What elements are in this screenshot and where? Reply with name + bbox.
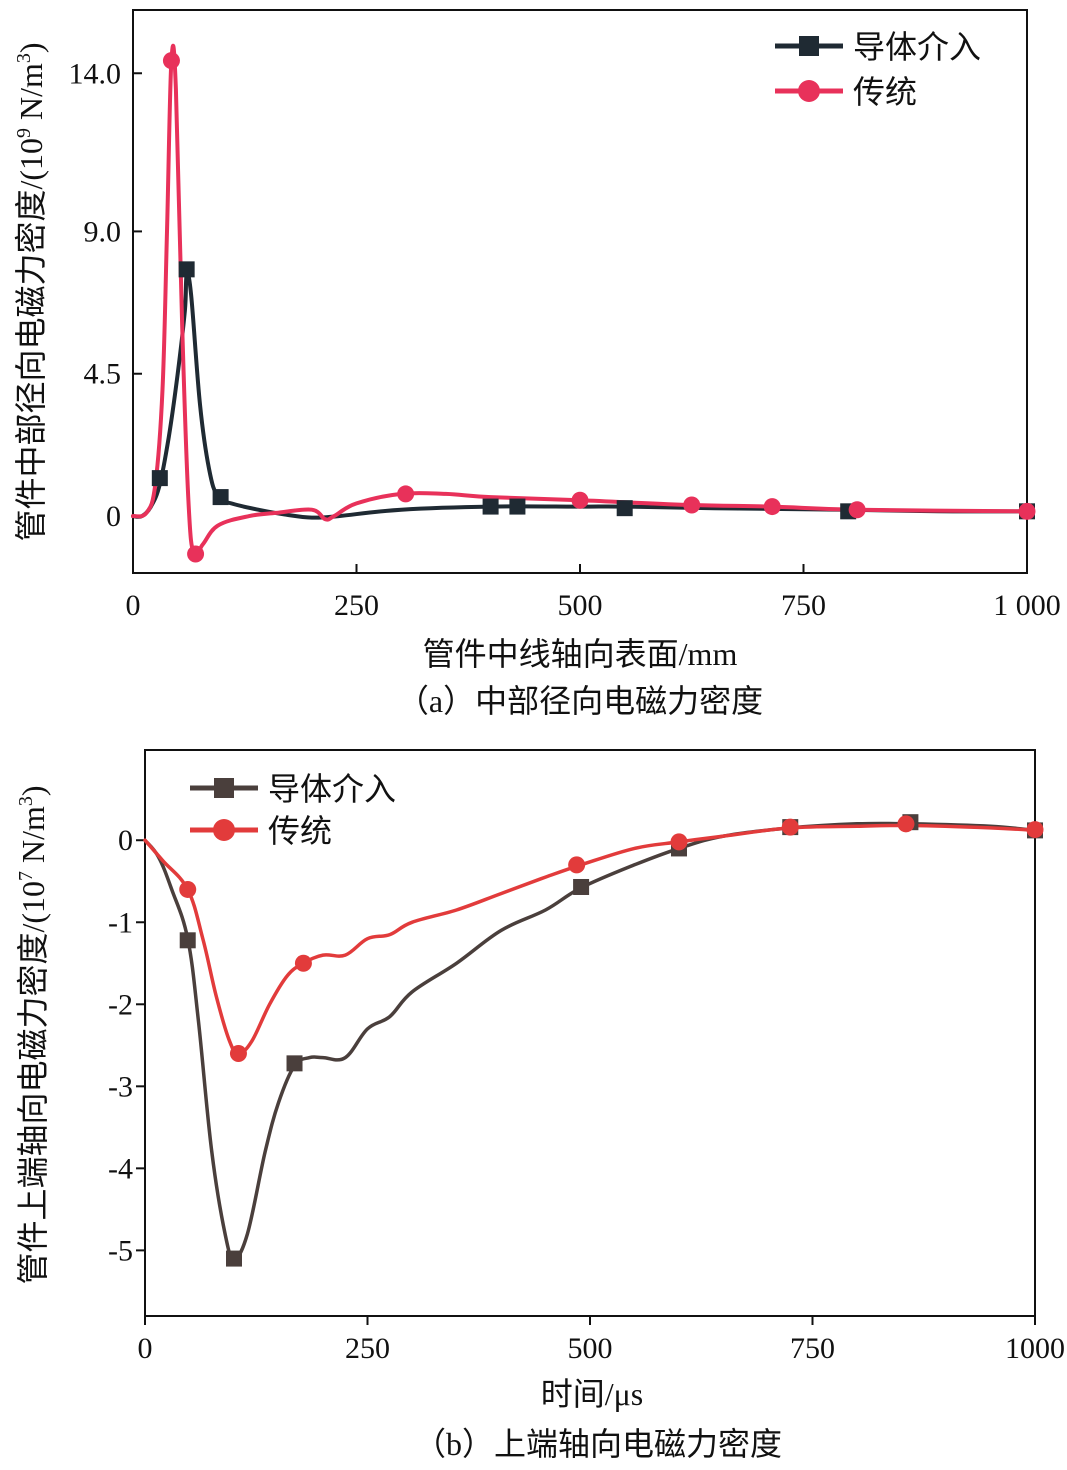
x-tick-label: 250	[345, 1332, 390, 1365]
data-point-circle	[397, 485, 415, 503]
data-point-circle	[670, 833, 688, 851]
data-point-circle	[187, 545, 205, 563]
x-tick-label: 750	[781, 589, 826, 622]
x-tick-label: 500	[568, 1332, 613, 1365]
y-label-exponent: 9	[13, 128, 35, 138]
data-point-square	[178, 261, 195, 278]
data-point-square	[509, 498, 526, 515]
x-tick-label: 750	[790, 1332, 835, 1365]
y-label-close: )	[13, 42, 49, 53]
y-label-unit-exponent: 3	[15, 796, 37, 806]
x-tick-label: 500	[558, 589, 603, 622]
tick-label-group: 0 250 500 750 1 000 0 4.5 9.0 14.0	[69, 57, 1061, 622]
series-line-traditional	[131, 43, 1029, 559]
series-line-conductor	[143, 821, 1037, 1261]
data-point-circle	[162, 52, 180, 70]
data-point-circle	[1018, 502, 1036, 520]
x-axis-label: 管件中线轴向表面/mm	[423, 636, 738, 672]
y-label-unit: N/m	[13, 63, 49, 128]
panel-b-axial-force-density: 0 250 500 750 1000 0 -1 -2 -3 -4 -5 时间/μs （b）上端轴向电…	[15, 749, 1065, 1462]
y-tick-label: 14.0	[69, 57, 122, 90]
legend-marker-circle	[213, 819, 235, 841]
marker-group	[151, 52, 1036, 563]
data-point-circle	[781, 818, 799, 836]
data-point-square	[482, 498, 499, 515]
legend: 导体介入 传统	[190, 771, 396, 849]
y-label-main: 管件上端轴向电磁力密度/(10	[15, 881, 51, 1285]
y-tick-label: -3	[108, 1070, 133, 1103]
y-axis-label: 管件中部径向电磁力密度/(109 N/m3)	[13, 42, 49, 541]
legend-marker-square	[214, 778, 234, 798]
y-label-unit-exponent: 3	[13, 53, 35, 63]
x-tick-label: 0	[126, 589, 141, 622]
data-point-circle	[683, 496, 701, 514]
series-line-conductor	[131, 272, 1029, 520]
data-point-circle	[763, 498, 781, 516]
data-point-circle	[897, 815, 915, 833]
series-line-traditional	[143, 823, 1037, 1056]
data-point-circle	[294, 954, 312, 972]
y-tick-label: -2	[108, 988, 133, 1021]
marker-group	[179, 814, 1044, 1267]
legend: 导体介入 传统	[775, 29, 981, 110]
data-point-circle	[571, 491, 589, 509]
y-label-close: )	[15, 785, 51, 796]
y-tick-label: 9.0	[84, 215, 122, 248]
x-tick-label: 250	[334, 589, 379, 622]
legend-label-traditional: 传统	[853, 74, 917, 110]
y-tick-label: -1	[108, 906, 133, 939]
data-point-circle	[848, 501, 866, 519]
figure-caption: （b）上端轴向电磁力密度	[414, 1426, 782, 1462]
data-point-square	[179, 932, 196, 949]
data-point-square	[212, 489, 229, 506]
data-point-circle	[229, 1045, 247, 1063]
panel-a-radial-force-density: 0 250 500 750 1 000 0 4.5 9.0 14.0 管件中线轴向表面/mm （…	[13, 9, 1061, 719]
y-tick-label: 0	[106, 500, 121, 533]
y-tick-label: 4.5	[84, 358, 122, 391]
y-tick-label: 0	[118, 824, 133, 857]
legend-marker-square	[799, 36, 819, 56]
data-point-square	[573, 878, 590, 895]
tick-label-group: 0 250 500 750 1000 0 -1 -2 -3 -4 -5	[108, 824, 1065, 1365]
tick-group	[132, 72, 1028, 573]
x-tick-label: 1 000	[993, 589, 1061, 622]
x-tick-label: 0	[138, 1332, 153, 1365]
data-point-circle	[568, 856, 586, 874]
x-axis-label: 时间/μs	[541, 1376, 644, 1412]
tick-group	[136, 839, 1036, 1325]
data-point-circle	[1026, 821, 1044, 839]
y-tick-label: -5	[108, 1234, 133, 1267]
data-point-square	[286, 1055, 303, 1072]
y-label-main: 管件中部径向电磁力密度/(10	[13, 138, 49, 542]
data-point-square	[151, 470, 168, 487]
data-point-square	[226, 1250, 242, 1267]
legend-label-traditional: 传统	[268, 813, 332, 849]
y-label-exponent: 7	[15, 871, 37, 881]
data-point-circle	[179, 880, 197, 898]
y-tick-label: -4	[108, 1152, 133, 1185]
series-group	[131, 43, 1029, 559]
legend-marker-circle	[798, 80, 820, 102]
x-tick-label: 1000	[1005, 1332, 1065, 1365]
data-point-square	[616, 500, 633, 517]
y-axis-label: 管件上端轴向电磁力密度/(107 N/m3)	[15, 785, 51, 1284]
series-group	[143, 821, 1037, 1261]
figure-caption: （a）中部径向电磁力密度	[397, 683, 763, 719]
y-label-unit: N/m	[15, 806, 51, 871]
legend-label-conductor: 导体介入	[853, 29, 981, 65]
legend-label-conductor: 导体介入	[268, 771, 396, 807]
